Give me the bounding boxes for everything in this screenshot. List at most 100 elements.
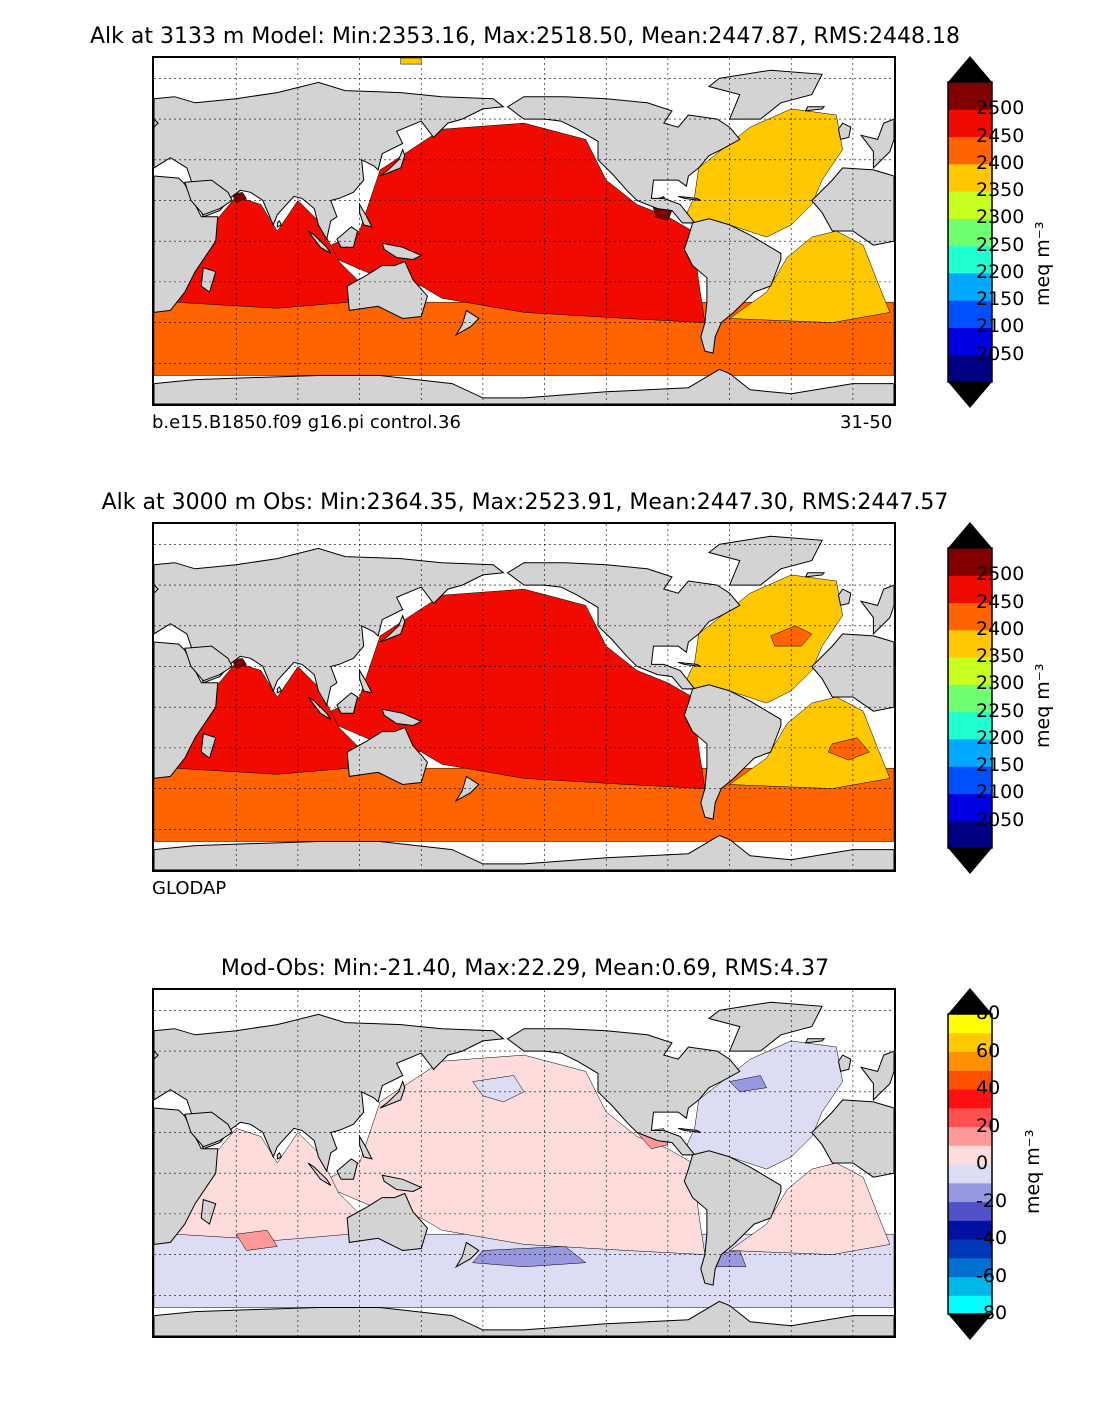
colorbar-swatch: [948, 218, 992, 247]
land-newzealand: [454, 309, 480, 337]
map-diff: [152, 988, 896, 1338]
ocean-satl: [728, 1162, 891, 1255]
colorbar-tick-label: 2150: [976, 754, 1025, 777]
colorbar-tick-label: 2450: [976, 590, 1025, 613]
colorbar-frame: [947, 1013, 993, 1315]
colorbar-swatch: [948, 657, 992, 685]
land-northamerica: [506, 1028, 741, 1156]
colorbar-swatch: [948, 793, 992, 822]
panel-diff: Mod-Obs: Min:-21.40, Max:22.29, Mean:0.6…: [0, 956, 1096, 1416]
land-greenland: [707, 1001, 823, 1052]
panel-title: Alk at 3133 m Model: Min:2353.16, Max:25…: [89, 24, 961, 49]
land-borneo: [336, 226, 359, 248]
colorbar-swatch: [948, 629, 992, 658]
colorbar-tick-label: 2300: [976, 672, 1025, 695]
land-sumatra: [307, 230, 332, 254]
colorbar-extend-min: [948, 382, 992, 408]
colorbar-units: meq m⁻³: [1032, 663, 1054, 748]
panel-title: Mod-Obs: Min:-21.40, Max:22.29, Mean:0.6…: [220, 956, 830, 981]
colorbar-swatch: [948, 327, 992, 356]
colorbar-tick-label: 2150: [976, 288, 1025, 311]
colorbar-swatch: [948, 1201, 992, 1221]
colorbar-extend-max: [948, 522, 992, 548]
colorbar-tick-label: 2350: [976, 645, 1025, 668]
land-scandinavia_gap: [154, 584, 159, 594]
ocean-pacific: [317, 122, 706, 323]
colorbar-swatch: [948, 354, 992, 383]
colorbar-swatch: [948, 575, 992, 604]
colorbar-swatch: [948, 684, 992, 713]
colorbar-tick-label: 40: [976, 1077, 1001, 1099]
colorbar-tick-label: -20: [976, 1189, 1008, 1212]
colorbar-swatch: [948, 136, 992, 165]
land-arabia: [184, 179, 233, 216]
map-obs: [152, 522, 896, 872]
colorbar-units: meq m⁻³: [1022, 1129, 1044, 1214]
colorbar-swatch: [948, 1257, 992, 1278]
colorbar-units: meq m⁻³: [1032, 221, 1054, 306]
colorbar-tick-label: 2200: [976, 726, 1025, 749]
colorbar-swatch: [948, 1032, 992, 1053]
colorbar-swatch: [948, 1107, 992, 1128]
land-greenland: [707, 535, 823, 586]
colorbar-swatch: [948, 738, 992, 767]
patch-satl: [827, 737, 870, 761]
colorbar: [947, 988, 993, 1340]
land-japan: [379, 148, 406, 177]
land-africa_w: [811, 633, 894, 712]
land-newguinea: [381, 242, 423, 261]
land-greenland: [707, 69, 823, 120]
land-scandinavia_gap: [154, 1050, 159, 1060]
land-japan: [379, 614, 406, 643]
colorbar-frame: [947, 81, 993, 383]
colorbar-swatch: [948, 1276, 992, 1296]
map-svg: [154, 58, 894, 404]
land-eurasia: [154, 547, 505, 707]
colorbar-tick-label: 2300: [976, 206, 1025, 229]
land-sumatra: [307, 696, 332, 720]
colorbar-tick-label: -60: [976, 1264, 1008, 1287]
land-australia: [346, 726, 428, 786]
land-philippines: [359, 202, 373, 228]
colorbar-tick-label: 2200: [976, 260, 1025, 283]
land-srilanka: [276, 219, 283, 228]
neg-npac: [472, 1075, 525, 1103]
land-scandinavia_gap: [154, 118, 159, 128]
colorbar-swatch: [948, 1220, 992, 1240]
colorbar-tick-label: -80: [976, 1302, 1008, 1324]
land-eurasia: [154, 1013, 505, 1173]
hotspot-arabiansea: [231, 192, 247, 203]
land-europe_w: [859, 118, 894, 170]
land-borneo: [336, 1158, 359, 1180]
colorbar-tick-label: 20: [976, 1114, 1001, 1137]
land-uk: [837, 122, 852, 141]
colorbar-swatch: [948, 711, 992, 740]
land-madagascar: [200, 1198, 217, 1225]
colorbar-swatch: [948, 1070, 992, 1090]
neg-so1: [472, 1246, 587, 1268]
colorbar-swatch: [948, 163, 992, 192]
land-madagascar: [200, 266, 217, 293]
colorbar-tick-label: 2100: [976, 781, 1025, 804]
land-northamerica: [506, 562, 741, 690]
ocean-satl: [728, 696, 891, 789]
colorbar-tick-label: 80: [976, 1002, 1001, 1024]
land-newzealand: [454, 775, 480, 803]
colorbar-extend-min: [948, 1314, 992, 1340]
colorbar: [947, 56, 993, 408]
colorbar-tick-label: 2400: [976, 617, 1025, 640]
colorbar-tick-label: 2250: [976, 699, 1025, 722]
colorbar: [947, 522, 993, 874]
colorbar-tick-label: 2100: [976, 315, 1025, 338]
colorbar-swatch: [948, 82, 992, 110]
colorbar-tick-label: -40: [976, 1227, 1008, 1249]
ocean-pacific: [317, 1054, 706, 1255]
land-australia: [346, 260, 428, 320]
colorbar-swatch: [948, 191, 992, 219]
land-africa_w: [811, 1099, 894, 1178]
map-svg: [154, 990, 894, 1336]
land-antarctica: [154, 368, 894, 404]
panel-title: Alk at 3000 m Obs: Min:2364.35, Max:2523…: [101, 490, 949, 515]
colorbar-swatch: [948, 1182, 992, 1203]
colorbar-swatch: [948, 1145, 992, 1165]
